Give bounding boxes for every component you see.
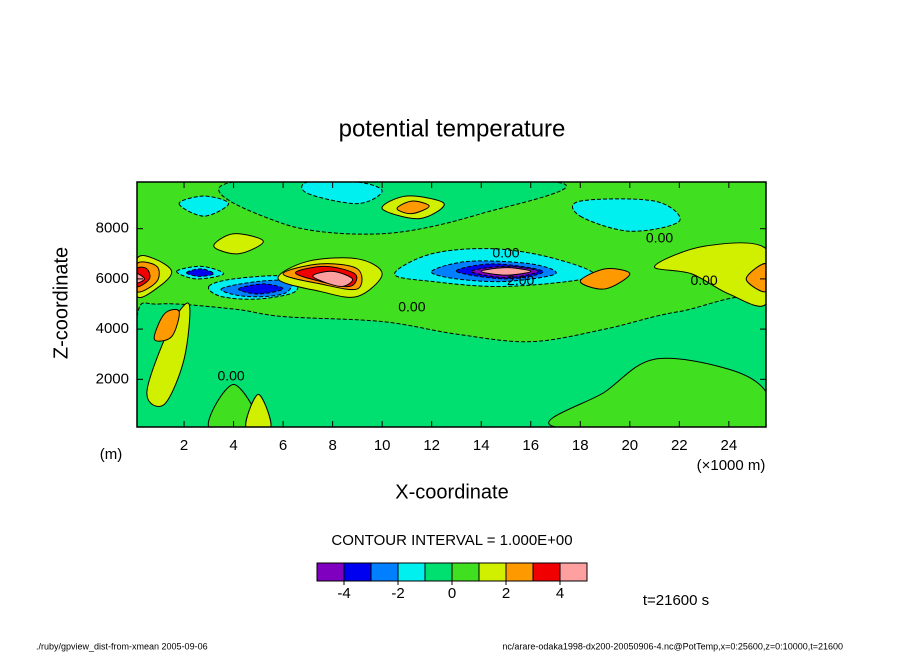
x-tick-label: 14 bbox=[473, 437, 490, 454]
x-tick-label: 12 bbox=[423, 437, 440, 454]
y-tick-label: 2000 bbox=[96, 370, 129, 387]
y-tick-label: 8000 bbox=[96, 220, 129, 237]
colorbar-tick-label: 0 bbox=[448, 585, 456, 602]
colorbar-cell bbox=[370, 562, 399, 582]
colorbar-cell bbox=[532, 562, 561, 582]
contour-label: 0.00 bbox=[690, 272, 717, 288]
contour-label: 0.00 bbox=[646, 229, 673, 245]
footer-left: ./ruby/gpview_dist-from-xmean 2005-09-06 bbox=[36, 641, 208, 651]
contour-label: -2.00 bbox=[502, 272, 534, 288]
colorbar-tick-label: -4 bbox=[337, 585, 350, 602]
colorbar-cell bbox=[397, 562, 426, 582]
x-tick-label: 10 bbox=[374, 437, 391, 454]
x-axis-label: X-coordinate bbox=[395, 481, 508, 503]
x-tick-label: 16 bbox=[522, 437, 539, 454]
contour-region bbox=[572, 198, 681, 232]
x-tick-label: 6 bbox=[279, 437, 287, 454]
x-tick-label: 22 bbox=[671, 437, 688, 454]
plot-frame bbox=[136, 181, 767, 428]
contour-region bbox=[548, 357, 766, 427]
y-unit-label: (m) bbox=[100, 446, 123, 463]
contour-region bbox=[312, 270, 354, 287]
contour-region bbox=[178, 195, 230, 217]
footer-right: nc/arare-odaka1998-dx200-20050906-4.nc@P… bbox=[502, 641, 843, 651]
contour-region bbox=[213, 233, 264, 255]
contour-region bbox=[654, 242, 766, 307]
contour-label: 0.00 bbox=[217, 367, 244, 383]
y-axis-label: Z-coordinate bbox=[50, 247, 72, 359]
x-tick-label: 18 bbox=[572, 437, 589, 454]
x-tick-label: 4 bbox=[229, 437, 237, 454]
contour-region bbox=[579, 268, 631, 290]
contour-region bbox=[186, 268, 215, 277]
x-tick-label: 20 bbox=[621, 437, 638, 454]
time-label: t=21600 s bbox=[643, 592, 709, 609]
contour-region bbox=[137, 273, 145, 284]
chart-title: potential temperature bbox=[339, 115, 566, 142]
contour-region bbox=[396, 200, 430, 215]
colorbar-tick-label: -2 bbox=[391, 585, 404, 602]
colorbar-cell bbox=[343, 562, 372, 582]
colorbar-cell bbox=[316, 562, 345, 582]
y-tick-label: 4000 bbox=[96, 320, 129, 337]
contour-region bbox=[745, 263, 766, 293]
colorbar-cell bbox=[505, 562, 534, 582]
x-unit-label: (×1000 m) bbox=[697, 457, 766, 474]
colorbar-cell bbox=[451, 562, 480, 582]
contour-region bbox=[238, 283, 284, 295]
contour-label: 0.00 bbox=[398, 298, 425, 314]
y-tick-label: 6000 bbox=[96, 270, 129, 287]
contour-region bbox=[480, 267, 532, 276]
contour-interval: CONTOUR INTERVAL = 1.000E+00 bbox=[331, 532, 572, 549]
colorbar-cell bbox=[424, 562, 453, 582]
x-tick-label: 8 bbox=[328, 437, 336, 454]
x-tick-label: 24 bbox=[721, 437, 738, 454]
contour-region bbox=[245, 393, 272, 427]
contour-field: 0.00 0.00 0.00 0.00 0.00 -2.00 bbox=[137, 182, 766, 427]
colorbar-cell bbox=[478, 562, 507, 582]
x-tick-label: 2 bbox=[180, 437, 188, 454]
contour-label: 0.00 bbox=[492, 244, 519, 260]
colorbar-tick-label: 2 bbox=[502, 585, 510, 602]
colorbar-cell bbox=[559, 562, 588, 582]
colorbar-tick-label: 4 bbox=[556, 585, 564, 602]
contour-region bbox=[207, 383, 260, 427]
contour-region bbox=[153, 308, 180, 342]
